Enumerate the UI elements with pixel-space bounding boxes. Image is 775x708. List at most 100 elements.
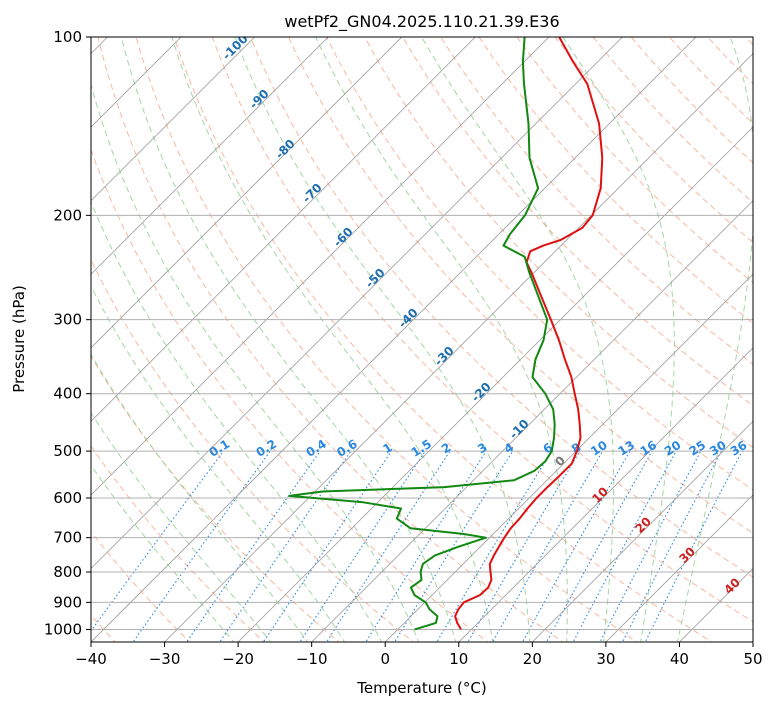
theta-e-label: -20 bbox=[469, 380, 494, 405]
theta-e-label: -30 bbox=[432, 344, 457, 369]
y-tick-label: 400 bbox=[53, 385, 82, 403]
dry-adiabat bbox=[91, 355, 340, 642]
mixing-ratio-line bbox=[299, 450, 426, 642]
dry-adiabat bbox=[326, 37, 753, 491]
dewpoint-profile bbox=[288, 37, 556, 631]
wet-bulb-label: 40 bbox=[721, 575, 743, 597]
mixing-ratio-label: 36 bbox=[728, 438, 750, 459]
mixing-ratio-label: 4 bbox=[502, 440, 517, 456]
y-tick-label: 800 bbox=[53, 563, 82, 581]
mixing-ratio-label: 0.4 bbox=[304, 437, 329, 460]
theta-e-label: -60 bbox=[331, 225, 356, 250]
mixing-ratio-label: 20 bbox=[662, 438, 684, 459]
mixing-ratio-label: 0.1 bbox=[207, 437, 232, 460]
dry-adiabat bbox=[173, 37, 713, 642]
isotherm-line bbox=[91, 37, 255, 202]
x-tick-label: 20 bbox=[523, 650, 542, 668]
x-axis-title: Temperature (°C) bbox=[356, 679, 486, 697]
dry-adiabat bbox=[554, 37, 753, 244]
isotherm-line bbox=[311, 200, 753, 642]
y-tick-label: 100 bbox=[53, 28, 82, 46]
moist-adiabat bbox=[234, 37, 531, 642]
isotherm-line bbox=[91, 37, 550, 496]
moist-adiabat bbox=[91, 353, 309, 642]
x-tick-label: −40 bbox=[75, 650, 107, 668]
mixing-ratio-line bbox=[91, 450, 224, 632]
theta-e-label: -80 bbox=[273, 137, 298, 162]
y-axis: 100 200 300 400 500 600 700 800 900 1000 bbox=[44, 28, 91, 638]
x-tick-label: 50 bbox=[743, 650, 762, 668]
isotherm-line bbox=[237, 126, 753, 642]
temperature-profile bbox=[454, 37, 604, 630]
mixing-ratio-label: 2 bbox=[439, 440, 454, 456]
dry-adiabat bbox=[478, 37, 753, 324]
x-tick-label: 30 bbox=[596, 650, 615, 668]
mixing-ratio-line bbox=[572, 450, 677, 642]
mixing-ratio-line bbox=[365, 450, 487, 642]
mixing-ratio-label: 0.2 bbox=[254, 437, 279, 460]
y-tick-label: 1000 bbox=[44, 620, 82, 638]
moist-adiabat bbox=[91, 200, 383, 642]
moist-adiabats bbox=[91, 37, 753, 642]
mixing-ratio-line bbox=[467, 450, 581, 642]
moist-adiabat bbox=[421, 37, 615, 642]
dry-adiabat bbox=[91, 445, 265, 642]
wet-bulb-label: 0 bbox=[552, 453, 568, 469]
x-tick-label: 10 bbox=[449, 650, 468, 668]
y-tick-label: 300 bbox=[53, 311, 82, 329]
theta-e-label: -90 bbox=[247, 87, 272, 112]
y-tick-label: 600 bbox=[53, 489, 82, 507]
isotherm-line bbox=[752, 641, 753, 642]
mixing-ratio-label: 10 bbox=[588, 438, 610, 459]
mixing-ratio-lines bbox=[91, 450, 743, 642]
isotherm-line bbox=[384, 273, 753, 642]
isotherms bbox=[91, 37, 753, 642]
isotherm-line bbox=[532, 420, 753, 642]
isotherm-line bbox=[91, 37, 623, 570]
isotherm-line bbox=[91, 37, 697, 642]
x-tick-label: 0 bbox=[380, 650, 390, 668]
mixing-ratio-line bbox=[326, 450, 451, 642]
chart-title: wetPf2_GN04.2025.110.21.39.E36 bbox=[284, 12, 559, 32]
dry-adiabat bbox=[91, 258, 415, 642]
isotherm-line bbox=[458, 347, 753, 642]
mixing-ratio-line bbox=[621, 450, 722, 642]
mixing-ratio-line bbox=[262, 450, 392, 642]
dry-adiabat bbox=[287, 37, 753, 534]
isobar-grid bbox=[91, 37, 753, 630]
x-tick-label: −10 bbox=[296, 650, 328, 668]
isotherm-line bbox=[91, 37, 403, 349]
theta-e-label: -50 bbox=[363, 266, 388, 291]
mixing-ratio-line bbox=[132, 450, 271, 642]
dry-adiabat bbox=[91, 148, 489, 642]
moist-adiabat bbox=[91, 82, 420, 642]
mixing-ratio-label: 16 bbox=[638, 438, 660, 459]
moist-adiabat bbox=[562, 37, 675, 642]
theta-e-label: -10 bbox=[507, 417, 532, 442]
dry-adiabat bbox=[516, 37, 753, 284]
mixing-ratio-label: 25 bbox=[687, 438, 709, 459]
theta-e-label: -100 bbox=[220, 32, 251, 63]
mixing-ratio-line bbox=[644, 450, 743, 642]
mixing-ratio-label: 1 bbox=[380, 440, 395, 456]
y-tick-label: 700 bbox=[53, 529, 82, 547]
dry-adiabat bbox=[249, 37, 753, 578]
x-tick-label: −30 bbox=[149, 650, 181, 668]
theta-e-label: -70 bbox=[300, 181, 325, 206]
mixing-ratio-line bbox=[394, 450, 514, 642]
isotherm-line bbox=[91, 37, 476, 422]
mixing-ratio-line bbox=[599, 450, 702, 642]
y-tick-label: 200 bbox=[53, 206, 82, 224]
mixing-ratio-label: 0.6 bbox=[334, 437, 359, 460]
wet-bulb-label: 20 bbox=[632, 514, 654, 536]
theta-e-label: -40 bbox=[396, 306, 421, 331]
mixing-ratio-label: 30 bbox=[707, 438, 729, 459]
dry-adiabat bbox=[707, 37, 753, 85]
dry-adiabat bbox=[440, 37, 753, 365]
isotherm-line bbox=[91, 37, 329, 275]
mixing-ratio-label: 3 bbox=[475, 440, 490, 456]
mixing-ratio-label: 13 bbox=[616, 438, 638, 459]
x-tick-label: −20 bbox=[222, 650, 254, 668]
